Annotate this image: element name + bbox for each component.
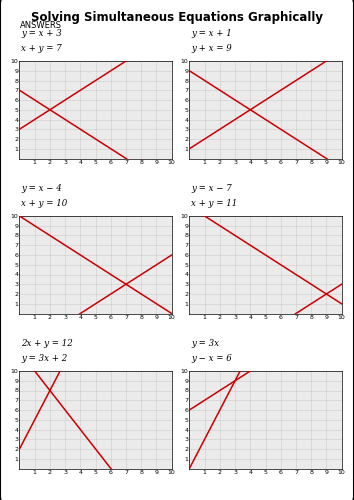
Text: y = 3x + 2: y = 3x + 2 <box>21 354 68 363</box>
Text: y = 3x: y = 3x <box>191 339 219 348</box>
Text: y − x = 6: y − x = 6 <box>191 354 232 363</box>
Text: y = x + 1: y = x + 1 <box>191 29 232 38</box>
Text: 2x + y = 12: 2x + y = 12 <box>21 339 73 348</box>
Text: y = x − 4: y = x − 4 <box>21 184 62 193</box>
Text: Solving Simultaneous Equations Graphically: Solving Simultaneous Equations Graphical… <box>31 11 323 24</box>
Text: ANSWERS: ANSWERS <box>19 21 62 30</box>
Text: y + x = 9: y + x = 9 <box>191 44 232 53</box>
Text: x + y = 11: x + y = 11 <box>191 199 238 208</box>
Text: y = x + 3: y = x + 3 <box>21 29 62 38</box>
Text: x + y = 10: x + y = 10 <box>21 199 68 208</box>
Text: x + y = 7: x + y = 7 <box>21 44 62 53</box>
Text: y = x − 7: y = x − 7 <box>191 184 232 193</box>
